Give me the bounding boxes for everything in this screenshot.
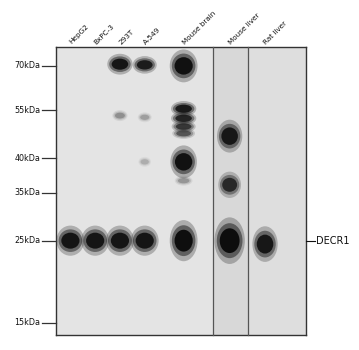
Text: Rat liver: Rat liver <box>262 20 288 46</box>
Ellipse shape <box>220 228 239 253</box>
Ellipse shape <box>139 158 150 166</box>
Ellipse shape <box>83 229 107 252</box>
Ellipse shape <box>112 59 128 70</box>
Ellipse shape <box>171 145 197 178</box>
Text: 25kDa: 25kDa <box>14 236 40 245</box>
Ellipse shape <box>111 233 129 249</box>
Ellipse shape <box>138 157 151 167</box>
Ellipse shape <box>217 223 242 258</box>
Ellipse shape <box>257 234 273 253</box>
Ellipse shape <box>172 128 195 139</box>
Text: DECR1: DECR1 <box>316 236 349 246</box>
Text: Mouse brain: Mouse brain <box>181 10 217 46</box>
Ellipse shape <box>175 153 192 170</box>
Ellipse shape <box>173 103 194 114</box>
Ellipse shape <box>170 220 197 261</box>
Ellipse shape <box>172 225 195 256</box>
Ellipse shape <box>174 230 193 252</box>
Ellipse shape <box>174 129 193 138</box>
Bar <box>213 47 248 335</box>
Ellipse shape <box>219 124 240 148</box>
Ellipse shape <box>175 176 192 186</box>
Ellipse shape <box>254 231 276 258</box>
Bar <box>56 47 213 335</box>
Ellipse shape <box>172 149 195 174</box>
Text: 293T: 293T <box>117 28 135 46</box>
Ellipse shape <box>170 49 197 82</box>
Ellipse shape <box>135 58 155 71</box>
Text: BxPC-3: BxPC-3 <box>93 23 115 46</box>
Ellipse shape <box>178 178 190 183</box>
Ellipse shape <box>112 110 127 121</box>
Ellipse shape <box>139 114 150 121</box>
Ellipse shape <box>133 56 157 74</box>
Ellipse shape <box>252 226 278 262</box>
Ellipse shape <box>217 120 242 153</box>
Ellipse shape <box>176 177 191 184</box>
Ellipse shape <box>137 60 153 70</box>
Ellipse shape <box>141 159 149 164</box>
Bar <box>248 47 306 335</box>
Text: 35kDa: 35kDa <box>14 188 40 197</box>
Text: A-549: A-549 <box>142 26 162 46</box>
Ellipse shape <box>106 226 134 256</box>
Ellipse shape <box>171 101 196 117</box>
Ellipse shape <box>222 178 237 192</box>
Ellipse shape <box>113 111 126 120</box>
Ellipse shape <box>175 115 192 122</box>
Ellipse shape <box>133 229 157 252</box>
Ellipse shape <box>140 115 149 120</box>
Ellipse shape <box>172 54 195 78</box>
Ellipse shape <box>81 226 109 256</box>
Ellipse shape <box>176 123 191 130</box>
Text: 15kDa: 15kDa <box>14 318 40 327</box>
Ellipse shape <box>108 229 132 252</box>
Text: Mouse liver: Mouse liver <box>227 12 261 46</box>
Text: 40kDa: 40kDa <box>14 154 40 163</box>
Bar <box>56 47 306 335</box>
Ellipse shape <box>173 113 194 124</box>
Ellipse shape <box>174 57 193 75</box>
Ellipse shape <box>115 113 125 119</box>
Ellipse shape <box>131 226 159 256</box>
Ellipse shape <box>171 111 196 125</box>
Ellipse shape <box>220 175 239 195</box>
Ellipse shape <box>136 233 154 249</box>
Text: 55kDa: 55kDa <box>14 106 40 115</box>
Text: HepG2: HepG2 <box>68 23 90 46</box>
Ellipse shape <box>218 172 241 198</box>
Ellipse shape <box>172 120 196 133</box>
Ellipse shape <box>86 233 104 249</box>
Ellipse shape <box>173 122 194 131</box>
Ellipse shape <box>175 105 192 113</box>
Ellipse shape <box>107 54 132 75</box>
Ellipse shape <box>222 127 238 145</box>
Ellipse shape <box>56 226 84 256</box>
Text: 70kDa: 70kDa <box>14 61 40 70</box>
Ellipse shape <box>176 131 191 136</box>
Ellipse shape <box>138 112 151 122</box>
Ellipse shape <box>59 229 82 252</box>
Ellipse shape <box>109 56 131 72</box>
Ellipse shape <box>61 233 79 249</box>
Ellipse shape <box>214 217 245 264</box>
